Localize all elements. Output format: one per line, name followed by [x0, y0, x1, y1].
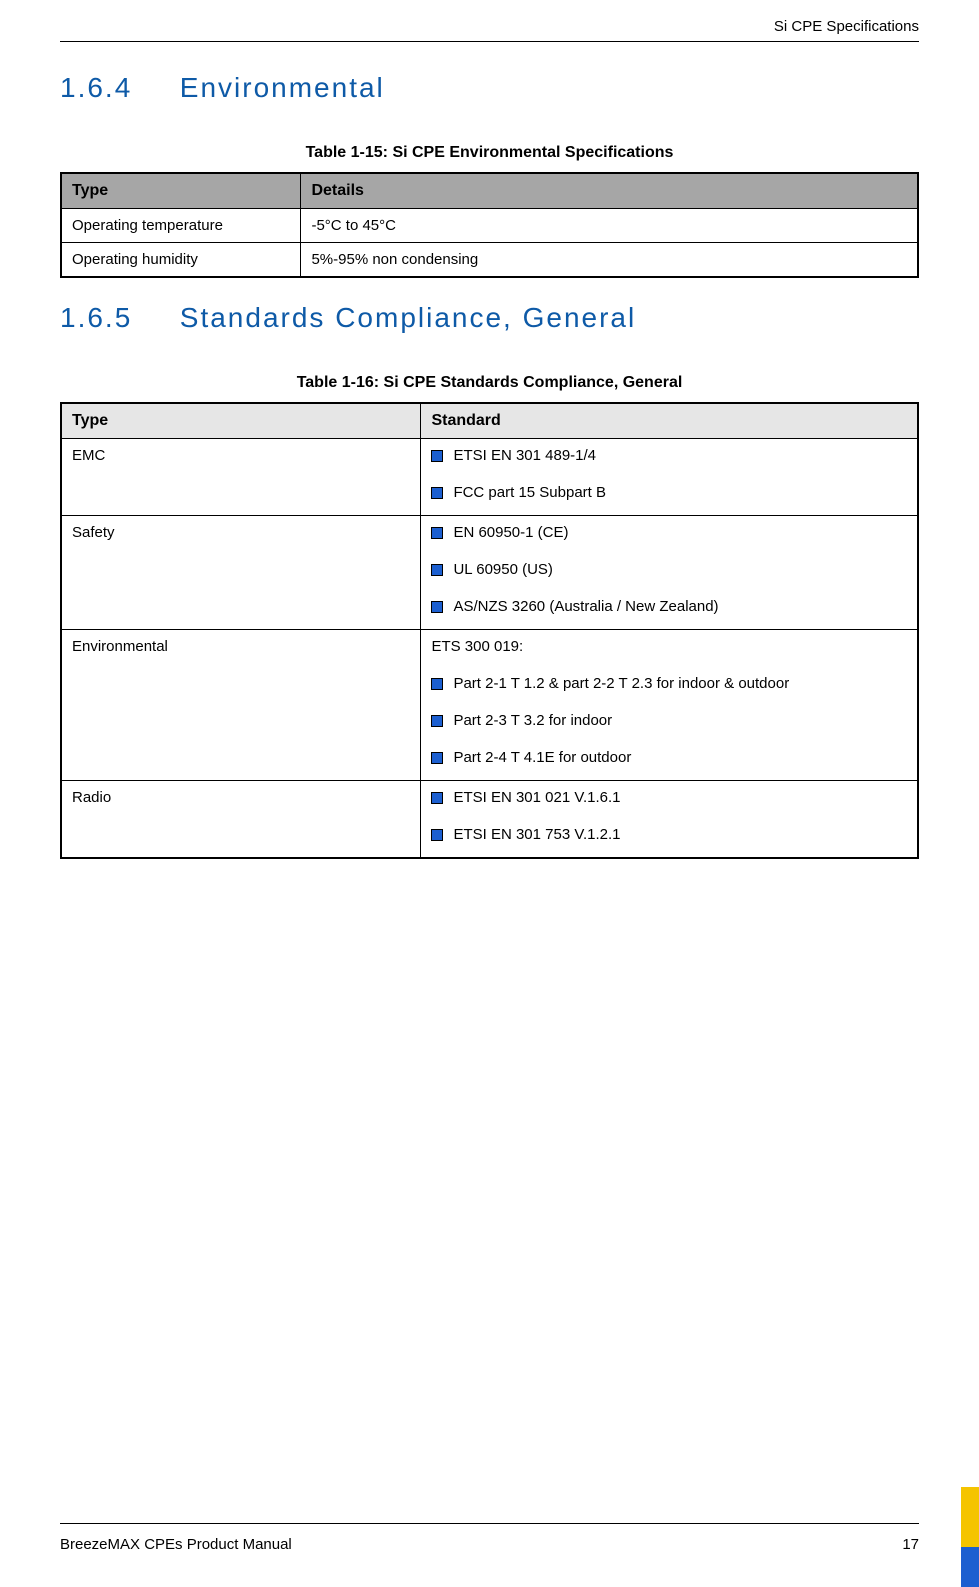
list-item: Part 2-3 T 3.2 for indoor — [431, 712, 907, 729]
square-bullet-icon — [431, 564, 443, 576]
list-item: FCC part 15 Subpart B — [431, 484, 907, 501]
t15-header-details: Details — [301, 173, 918, 209]
table-row: RadioETSI EN 301 021 V.1.6.1ETSI EN 301 … — [61, 781, 918, 859]
footer-page-number: 17 — [902, 1536, 919, 1553]
list-item: ETSI EN 301 021 V.1.6.1 — [431, 789, 907, 806]
standard-list: ETSI EN 301 489-1/4 FCC part 15 Subpart B — [431, 447, 907, 501]
t16-cell-standard: ETSI EN 301 021 V.1.6.1 ETSI EN 301 753 V… — [421, 781, 918, 859]
square-bullet-icon — [431, 450, 443, 462]
t15-cell-details: 5%-95% non condensing — [301, 243, 918, 278]
t15-cell-details: -5°C to 45°C — [301, 209, 918, 243]
section-heading-164: 1.6.4 Environmental — [60, 72, 919, 104]
footer-color-mark — [961, 1487, 979, 1587]
list-item: Part 2-1 T 1.2 & part 2-2 T 2.3 for indo… — [431, 675, 907, 692]
t16-cell-type: EMC — [61, 439, 421, 516]
square-bullet-icon — [431, 715, 443, 727]
t15-cell-type: Operating temperature — [61, 209, 301, 243]
t16-cell-standard: ETSI EN 301 489-1/4 FCC part 15 Subpart B — [421, 439, 918, 516]
section-title: Standards Compliance, General — [180, 302, 636, 333]
standard-lead-text: ETS 300 019: — [431, 638, 907, 655]
t16-cell-type: Environmental — [61, 630, 421, 781]
t16-header-type: Type — [61, 403, 421, 439]
list-item-text: Part 2-3 T 3.2 for indoor — [453, 712, 612, 729]
header-rule — [60, 41, 919, 42]
square-bullet-icon — [431, 752, 443, 764]
standard-list: ETSI EN 301 021 V.1.6.1 ETSI EN 301 753 V… — [431, 789, 907, 843]
square-bullet-icon — [431, 487, 443, 499]
square-bullet-icon — [431, 829, 443, 841]
footer-title: BreezeMAX CPEs Product Manual — [60, 1536, 292, 1553]
t15-header-type: Type — [61, 173, 301, 209]
table15-caption: Table 1-15: Si CPE Environmental Specifi… — [60, 144, 919, 162]
list-item-text: AS/NZS 3260 (Australia / New Zealand) — [453, 598, 718, 615]
square-bullet-icon — [431, 678, 443, 690]
section-number: 1.6.5 — [60, 302, 170, 334]
list-item: Part 2-4 T 4.1E for outdoor — [431, 749, 907, 766]
page-footer: BreezeMAX CPEs Product Manual 17 — [60, 1523, 919, 1553]
table-row: Environmental ETS 300 019: Part 2-1 T 1.2 … — [61, 630, 918, 781]
t16-cell-type: Radio — [61, 781, 421, 859]
list-item-text: UL 60950 (US) — [453, 561, 553, 578]
standard-list: Part 2-1 T 1.2 & part 2-2 T 2.3 for indo… — [431, 675, 907, 766]
square-bullet-icon — [431, 792, 443, 804]
list-item: UL 60950 (US) — [431, 561, 907, 578]
square-bullet-icon — [431, 527, 443, 539]
t16-cell-standard: EN 60950-1 (CE) UL 60950 (US) AS/NZS 3260 … — [421, 516, 918, 630]
square-bullet-icon — [431, 601, 443, 613]
list-item-text: Part 2-4 T 4.1E for outdoor — [453, 749, 631, 766]
table16-caption: Table 1-16: Si CPE Standards Compliance,… — [60, 374, 919, 392]
list-item: AS/NZS 3260 (Australia / New Zealand) — [431, 598, 907, 615]
list-item: ETSI EN 301 489-1/4 — [431, 447, 907, 464]
list-item: ETSI EN 301 753 V.1.2.1 — [431, 826, 907, 843]
standard-list: EN 60950-1 (CE) UL 60950 (US) AS/NZS 3260 … — [431, 524, 907, 615]
list-item-text: EN 60950-1 (CE) — [453, 524, 568, 541]
section-heading-165: 1.6.5 Standards Compliance, General — [60, 302, 919, 334]
list-item-text: ETSI EN 301 753 V.1.2.1 — [453, 826, 620, 843]
list-item-text: Part 2-1 T 1.2 & part 2-2 T 2.3 for indo… — [453, 675, 789, 692]
t16-cell-standard: ETS 300 019: Part 2-1 T 1.2 & part 2-2 T … — [421, 630, 918, 781]
section-number: 1.6.4 — [60, 72, 170, 104]
list-item-text: ETSI EN 301 489-1/4 — [453, 447, 596, 464]
table-row: Safety EN 60950-1 (CE) UL 60950 (US) AS/NZS… — [61, 516, 918, 630]
section-title: Environmental — [180, 72, 385, 103]
running-header: Si CPE Specifications — [60, 18, 919, 35]
footer-rule — [60, 1523, 919, 1524]
t15-cell-type: Operating humidity — [61, 243, 301, 278]
table-15: Type Details Operating temperature-5°C t… — [60, 172, 919, 278]
table-16: Type Standard EMC ETSI EN 301 489-1/4 FCC … — [60, 402, 919, 859]
table-row: EMC ETSI EN 301 489-1/4 FCC part 15 Subpar… — [61, 439, 918, 516]
list-item-text: ETSI EN 301 021 V.1.6.1 — [453, 789, 620, 806]
t16-header-standard: Standard — [421, 403, 918, 439]
table-row: Operating humidity5%-95% non condensing — [61, 243, 918, 278]
table-row: Operating temperature-5°C to 45°C — [61, 209, 918, 243]
list-item-text: FCC part 15 Subpart B — [453, 484, 606, 501]
t16-cell-type: Safety — [61, 516, 421, 630]
list-item: EN 60950-1 (CE) — [431, 524, 907, 541]
